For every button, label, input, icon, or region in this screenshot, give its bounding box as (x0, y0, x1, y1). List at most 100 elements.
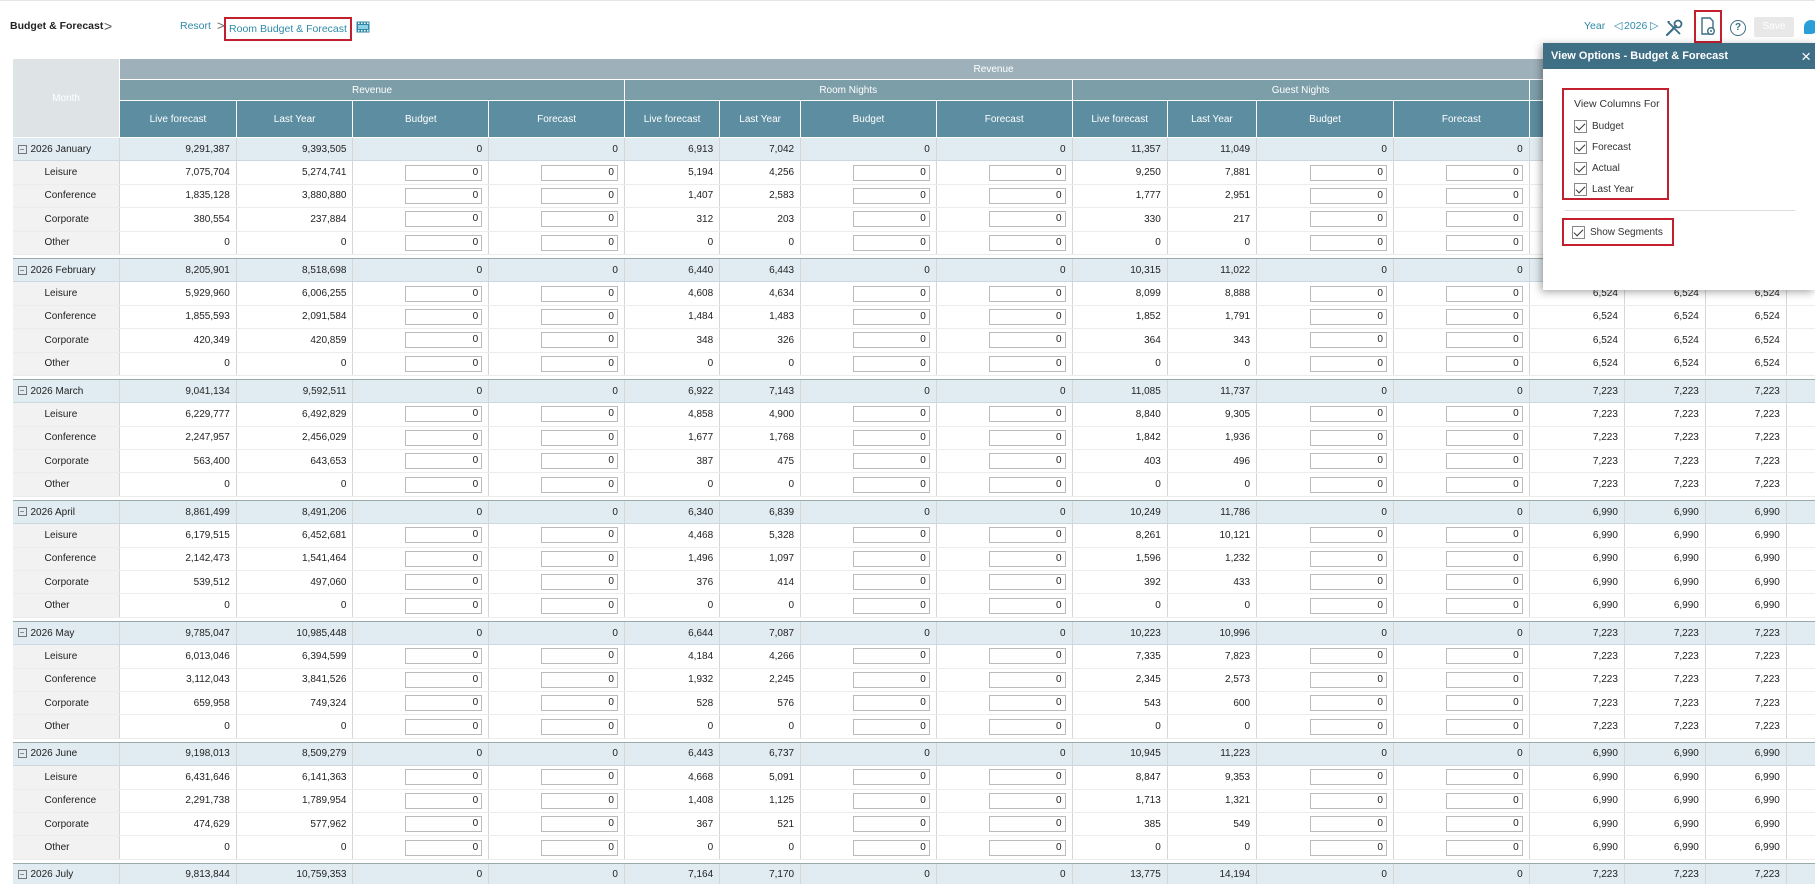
value-input[interactable]: 0 (540, 550, 618, 567)
value-input[interactable]: 0 (1445, 695, 1523, 712)
value-input[interactable]: 0 (1445, 332, 1523, 349)
value-input[interactable]: 0 (540, 597, 618, 614)
value-input[interactable]: 0 (405, 453, 483, 470)
checkbox-actual[interactable] (1574, 162, 1587, 175)
collapse-toggle-icon[interactable]: − (17, 507, 27, 517)
value-input[interactable]: 0 (988, 695, 1066, 712)
option-actual[interactable]: Actual (1574, 162, 1620, 175)
value-input[interactable]: 0 (1445, 648, 1523, 665)
value-input[interactable]: 0 (852, 285, 930, 302)
value-input[interactable]: 0 (988, 308, 1066, 325)
value-input[interactable]: 0 (988, 211, 1066, 228)
value-input[interactable]: 0 (405, 816, 483, 833)
value-input[interactable]: 0 (1309, 550, 1387, 567)
value-input[interactable]: 0 (852, 406, 930, 423)
value-input[interactable]: 0 (1445, 550, 1523, 567)
value-input[interactable]: 0 (852, 574, 930, 591)
collapse-toggle-icon[interactable]: − (17, 870, 27, 880)
value-input[interactable]: 0 (988, 597, 1066, 614)
value-input[interactable]: 0 (405, 574, 483, 591)
value-input[interactable]: 0 (1309, 453, 1387, 470)
value-input[interactable]: 0 (405, 285, 483, 302)
value-input[interactable]: 0 (852, 234, 930, 251)
value-input[interactable]: 0 (988, 792, 1066, 809)
value-input[interactable]: 0 (405, 527, 483, 544)
value-input[interactable]: 0 (405, 839, 483, 856)
value-input[interactable]: 0 (852, 816, 930, 833)
checkbox-budget[interactable] (1574, 120, 1587, 133)
option-budget[interactable]: Budget (1574, 120, 1624, 133)
value-input[interactable]: 0 (1445, 839, 1523, 856)
value-input[interactable]: 0 (405, 187, 483, 204)
value-input[interactable]: 0 (1309, 648, 1387, 665)
value-input[interactable]: 0 (988, 285, 1066, 302)
value-input[interactable]: 0 (988, 187, 1066, 204)
collapse-toggle-icon[interactable]: − (17, 144, 27, 154)
value-input[interactable]: 0 (405, 792, 483, 809)
value-input[interactable]: 0 (405, 550, 483, 567)
chat-icon[interactable] (1804, 20, 1815, 34)
value-input[interactable]: 0 (405, 648, 483, 665)
value-input[interactable]: 0 (852, 839, 930, 856)
breadcrumb-resort-link[interactable]: Resort (180, 20, 211, 32)
value-input[interactable]: 0 (988, 234, 1066, 251)
value-input[interactable]: 0 (1309, 695, 1387, 712)
value-input[interactable]: 0 (405, 695, 483, 712)
value-input[interactable]: 0 (852, 671, 930, 688)
value-input[interactable]: 0 (405, 597, 483, 614)
value-input[interactable]: 0 (540, 211, 618, 228)
checkbox-show-segments[interactable] (1572, 226, 1585, 239)
value-input[interactable]: 0 (540, 234, 618, 251)
value-input[interactable]: 0 (988, 718, 1066, 735)
save-button[interactable]: Save (1754, 17, 1794, 37)
value-input[interactable]: 0 (540, 648, 618, 665)
value-input[interactable]: 0 (852, 187, 930, 204)
value-input[interactable]: 0 (1445, 211, 1523, 228)
value-input[interactable]: 0 (988, 816, 1066, 833)
value-input[interactable]: 0 (540, 164, 618, 181)
value-input[interactable]: 0 (988, 453, 1066, 470)
value-input[interactable]: 0 (1309, 839, 1387, 856)
video-help-icon[interactable] (356, 20, 370, 34)
value-input[interactable]: 0 (852, 164, 930, 181)
value-input[interactable]: 0 (988, 839, 1066, 856)
year-next-icon[interactable]: ▷ (1650, 20, 1659, 32)
tools-icon[interactable] (1664, 18, 1684, 38)
value-input[interactable]: 0 (405, 332, 483, 349)
value-input[interactable]: 0 (988, 574, 1066, 591)
option-forecast[interactable]: Forecast (1574, 141, 1631, 154)
value-input[interactable]: 0 (1445, 453, 1523, 470)
value-input[interactable]: 0 (540, 816, 618, 833)
value-input[interactable]: 0 (988, 550, 1066, 567)
value-input[interactable]: 0 (540, 429, 618, 446)
value-input[interactable]: 0 (1309, 308, 1387, 325)
value-input[interactable]: 0 (988, 355, 1066, 372)
value-input[interactable]: 0 (852, 211, 930, 228)
value-input[interactable]: 0 (852, 792, 930, 809)
value-input[interactable]: 0 (540, 406, 618, 423)
value-input[interactable]: 0 (1309, 671, 1387, 688)
value-input[interactable]: 0 (405, 769, 483, 786)
value-input[interactable]: 0 (1445, 816, 1523, 833)
value-input[interactable]: 0 (1309, 792, 1387, 809)
value-input[interactable]: 0 (988, 769, 1066, 786)
value-input[interactable]: 0 (540, 769, 618, 786)
value-input[interactable]: 0 (1445, 769, 1523, 786)
value-input[interactable]: 0 (405, 164, 483, 181)
value-input[interactable]: 0 (988, 476, 1066, 493)
value-input[interactable]: 0 (1309, 406, 1387, 423)
value-input[interactable]: 0 (1309, 769, 1387, 786)
year-prev-icon[interactable]: ◁ (1614, 20, 1623, 32)
value-input[interactable]: 0 (852, 597, 930, 614)
value-input[interactable]: 0 (540, 792, 618, 809)
value-input[interactable]: 0 (988, 429, 1066, 446)
value-input[interactable]: 0 (1445, 597, 1523, 614)
value-input[interactable]: 0 (988, 527, 1066, 544)
show-segments-option[interactable]: Show Segments (1562, 218, 1674, 246)
value-input[interactable]: 0 (852, 648, 930, 665)
value-input[interactable]: 0 (852, 769, 930, 786)
value-input[interactable]: 0 (988, 406, 1066, 423)
value-input[interactable]: 0 (988, 332, 1066, 349)
collapse-toggle-icon[interactable]: − (17, 628, 27, 638)
value-input[interactable]: 0 (405, 211, 483, 228)
